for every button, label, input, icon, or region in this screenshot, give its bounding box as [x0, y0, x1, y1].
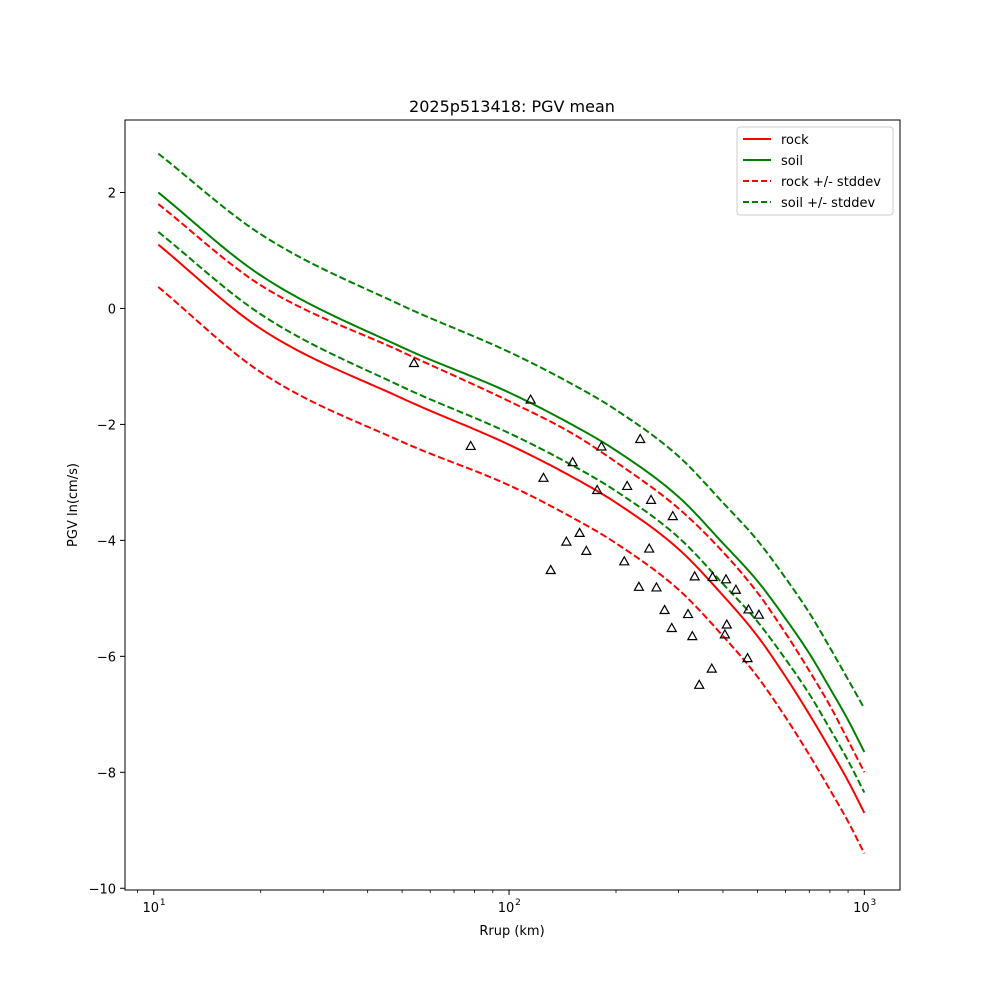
- observation-point: [633, 581, 645, 591]
- observation-point: [721, 618, 733, 629]
- chart-title: 2025p513418: PGV mean: [409, 97, 615, 116]
- observation-point: [645, 494, 657, 504]
- observation-point: [682, 608, 694, 619]
- observation-point: [706, 662, 718, 673]
- series-line-1: [157, 243, 866, 814]
- observation-point: [707, 571, 719, 582]
- x-tick-label: 10: [853, 901, 870, 916]
- observation-point: [753, 608, 765, 619]
- observation-point: [634, 433, 646, 444]
- observation-point: [537, 472, 550, 482]
- y-tick-label: −2: [97, 418, 116, 433]
- observation-point: [465, 440, 477, 451]
- y-axis-label: PGV ln(cm/s): [66, 463, 81, 547]
- legend-label: rock +/- stddev: [781, 175, 881, 190]
- observation-point: [666, 622, 678, 633]
- observation-point: [545, 564, 557, 575]
- legend: rock soil rock +/- stddev soil +/- stddev: [736, 126, 894, 216]
- observation-point: [408, 357, 420, 368]
- legend-box: [736, 126, 894, 216]
- series-line-2: [157, 191, 866, 753]
- legend-label: soil: [781, 154, 803, 169]
- observation-point: [567, 456, 579, 467]
- y-axis-ticks: 2 0 −2 −4 −6 −8 −10: [89, 186, 125, 897]
- x-axis-label: Rrup (km): [479, 924, 544, 939]
- observation-point: [591, 484, 603, 495]
- observation-point: [730, 584, 742, 594]
- observation-point: [742, 603, 755, 614]
- x-tick-exponent: 1: [160, 898, 166, 908]
- observation-point: [618, 555, 630, 566]
- series-line-4: [157, 286, 866, 854]
- observation-point: [741, 652, 754, 663]
- y-tick-label: −8: [97, 766, 116, 781]
- y-tick-label: −10: [89, 882, 116, 897]
- x-tick-label: 10: [142, 901, 159, 916]
- observation-point: [720, 573, 732, 584]
- observation-point: [650, 581, 663, 592]
- observation-point: [525, 393, 537, 404]
- x-axis-ticks: 10 1 10 2 10 3: [137, 890, 876, 916]
- observation-point: [686, 630, 698, 641]
- y-tick-label: −6: [97, 650, 116, 665]
- x-tick-exponent: 3: [870, 898, 876, 908]
- observation-point: [574, 527, 586, 538]
- y-tick-label: 2: [108, 186, 116, 201]
- observation-point: [643, 542, 655, 553]
- observation-points: [408, 357, 765, 689]
- plot-area: [157, 152, 866, 854]
- observation-point: [659, 604, 671, 615]
- series-line-5: [157, 152, 866, 710]
- observation-point: [560, 535, 572, 546]
- x-tick-label: 10: [498, 901, 515, 916]
- axes-frame: [124, 119, 901, 891]
- observation-point: [689, 570, 701, 581]
- observation-point: [693, 679, 705, 689]
- observation-point: [595, 440, 607, 451]
- observation-point: [621, 480, 633, 491]
- series-layer: [157, 152, 866, 854]
- series-line-3: [157, 203, 866, 773]
- series-line-6: [157, 231, 866, 794]
- observation-point: [667, 510, 679, 521]
- observation-point: [719, 628, 731, 639]
- observation-point: [580, 545, 592, 555]
- legend-label: rock: [781, 133, 809, 148]
- y-tick-label: 0: [108, 302, 116, 317]
- x-tick-exponent: 2: [515, 898, 521, 908]
- y-tick-label: −4: [97, 534, 116, 549]
- legend-label: soil +/- stddev: [781, 196, 876, 211]
